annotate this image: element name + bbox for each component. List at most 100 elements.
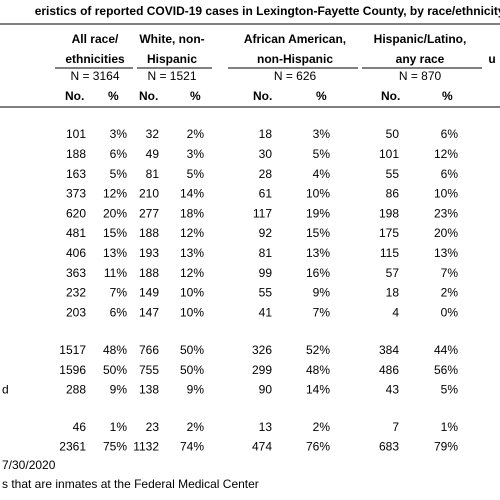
- cell: 16%: [306, 266, 330, 280]
- cell: 406: [66, 246, 86, 260]
- cell: 9%: [313, 286, 331, 300]
- cell: 232: [66, 286, 86, 300]
- cell: 50%: [103, 363, 127, 377]
- cell: 3%: [187, 147, 205, 161]
- cell: 1596: [59, 363, 86, 377]
- group-header: Hispanic/Latino,: [374, 32, 467, 46]
- cell: 50: [386, 127, 400, 141]
- cell: 18: [259, 127, 273, 141]
- cell: 12%: [180, 226, 204, 240]
- cell: 56%: [434, 363, 458, 377]
- group-header: White, non-: [139, 32, 204, 46]
- cell: 203: [66, 305, 86, 319]
- cell: 13%: [180, 246, 204, 260]
- cell: 198: [379, 206, 399, 220]
- cell: 76%: [306, 440, 330, 454]
- n-label: N = 1521: [147, 69, 196, 83]
- subheader: %: [442, 89, 453, 103]
- cell: 481: [66, 226, 86, 240]
- cell: 7%: [110, 286, 128, 300]
- cell: 44%: [434, 343, 458, 357]
- n-label: N = 3164: [70, 69, 119, 83]
- cell: 20%: [434, 226, 458, 240]
- cell: 2%: [187, 127, 205, 141]
- cell: 188: [66, 147, 86, 161]
- cell: 6%: [441, 167, 459, 181]
- cell: 326: [252, 343, 272, 357]
- cell: 49: [146, 147, 160, 161]
- cell: 474: [252, 440, 272, 454]
- cell: 13: [259, 420, 273, 434]
- cell: 46: [73, 420, 87, 434]
- subheader: %: [108, 89, 119, 103]
- cell: 48%: [103, 343, 127, 357]
- cell: 12%: [103, 187, 127, 201]
- cell: 2%: [187, 420, 205, 434]
- cell: 10%: [180, 305, 204, 319]
- cell: 13%: [434, 246, 458, 260]
- cell: 50%: [180, 343, 204, 357]
- cell: 48%: [306, 363, 330, 377]
- cell: 163: [66, 167, 86, 181]
- cell: 755: [139, 363, 159, 377]
- cell: 13%: [103, 246, 127, 260]
- cell: 7%: [441, 266, 459, 280]
- cell: 23%: [434, 206, 458, 220]
- cell: 101: [379, 147, 399, 161]
- row-label: d: [2, 382, 9, 396]
- cell: 41: [259, 305, 273, 319]
- cell: 299: [252, 363, 272, 377]
- group-header: any race: [396, 52, 445, 66]
- cell: 86: [386, 187, 400, 201]
- cell: 20%: [103, 206, 127, 220]
- footnote: s that are inmates at the Federal Medica…: [2, 477, 259, 491]
- cell: 620: [66, 206, 86, 220]
- cell: 14%: [180, 187, 204, 201]
- n-label: N = 870: [399, 69, 442, 83]
- cell: 6%: [110, 305, 128, 319]
- cell: 57: [386, 266, 400, 280]
- cell: 2%: [441, 286, 459, 300]
- cell: 81: [146, 167, 160, 181]
- cell: 81: [259, 246, 273, 260]
- cell: 79%: [434, 440, 458, 454]
- cell: 15%: [103, 226, 127, 240]
- cell: 1%: [441, 420, 459, 434]
- cell: 147: [139, 305, 159, 319]
- cell: 101: [66, 127, 86, 141]
- cell: 683: [379, 440, 399, 454]
- cell: 1132: [133, 440, 159, 454]
- cell: 2%: [313, 420, 331, 434]
- cell: 288: [66, 382, 86, 396]
- subheader: %: [190, 89, 201, 103]
- cell: 193: [139, 246, 159, 260]
- cell: 117: [253, 206, 272, 220]
- cell: 19%: [306, 206, 330, 220]
- group-header: Hispanic: [147, 52, 197, 66]
- cell: 12%: [434, 147, 458, 161]
- cell: 3%: [110, 127, 128, 141]
- cell: 13%: [306, 246, 330, 260]
- cell: 149: [139, 286, 159, 300]
- cell: 138: [139, 382, 159, 396]
- group-header: ethnicities: [65, 52, 125, 66]
- cell: 18%: [180, 206, 204, 220]
- cell: 55: [386, 167, 400, 181]
- cell: 175: [379, 226, 399, 240]
- footer-date: 7/30/2020: [2, 458, 56, 472]
- cell: 10%: [306, 187, 330, 201]
- cell: 52%: [306, 343, 330, 357]
- cell: 3%: [313, 127, 331, 141]
- cell: 6%: [110, 147, 128, 161]
- cell: 373: [66, 187, 86, 201]
- n-label: N = 626: [274, 69, 317, 83]
- cell: 32: [146, 127, 160, 141]
- cell: 28: [259, 167, 273, 181]
- cell: 188: [139, 226, 159, 240]
- cell: 92: [259, 226, 273, 240]
- cell: 90: [259, 382, 273, 396]
- group-header: non-Hispanic: [257, 52, 333, 66]
- cell: 14%: [306, 382, 330, 396]
- cell: 15%: [306, 226, 330, 240]
